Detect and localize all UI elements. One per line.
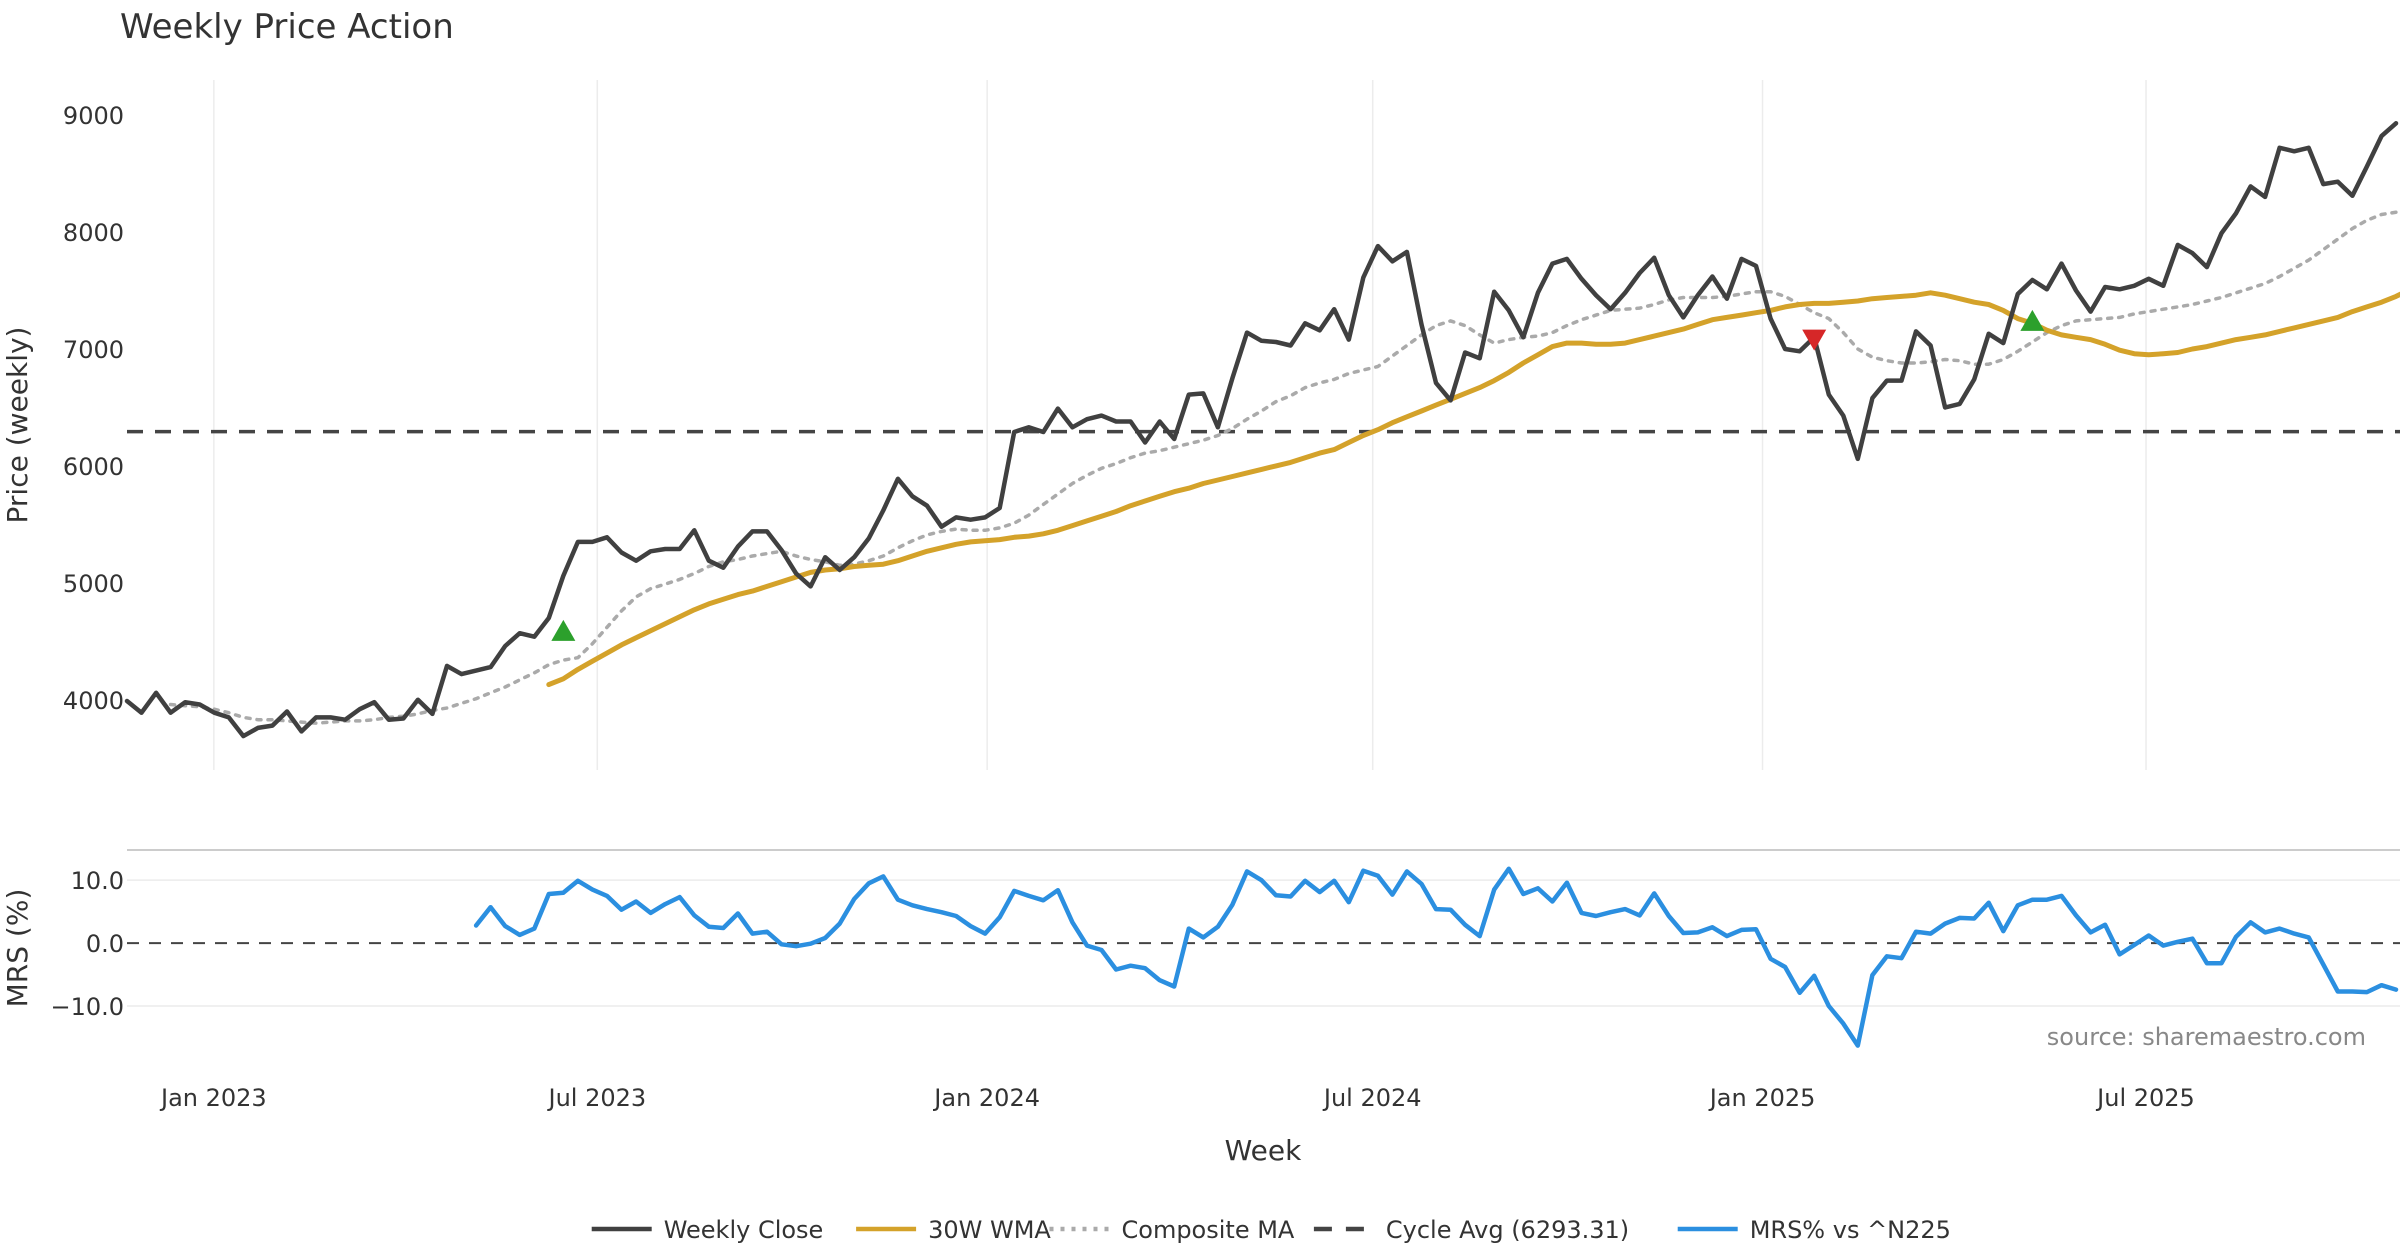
legend-item-cycle-avg-6293-31: Cycle Avg (6293.31)	[1313, 1216, 1629, 1244]
buy-signal-marker	[551, 619, 576, 641]
x-axis-label: Week	[1225, 1134, 1302, 1167]
chart-title: Weekly Price Action	[120, 7, 454, 47]
mrs-y-tick-label: 0.0	[86, 930, 124, 958]
sell-signal-marker	[1802, 329, 1827, 351]
legend-item-weekly-close: Weekly Close	[591, 1216, 824, 1244]
price-series	[124, 121, 2400, 739]
price-y-tick-label: 6000	[63, 453, 124, 481]
x-tick-label-jul-2024: Jul 2024	[1322, 1084, 1422, 1112]
price-grid	[213, 80, 2147, 770]
legend-label: Weekly Close	[664, 1216, 824, 1244]
legend-label: 30W WMA	[928, 1216, 1051, 1244]
series-mrs-vs-n225	[473, 866, 2399, 1048]
mrs-y-tick-label: 10.0	[71, 867, 124, 895]
price-y-tick-label: 5000	[63, 570, 124, 598]
buy-signal-marker	[2020, 309, 2045, 331]
mrs-series	[127, 866, 2400, 1048]
x-tick-label-jul-2025: Jul 2025	[2095, 1084, 2195, 1112]
price-y-tick-label: 4000	[63, 687, 124, 715]
source-note: source: sharemaestro.com	[2047, 1023, 2366, 1051]
x-tick-label-jan-2024: Jan 2024	[932, 1084, 1040, 1112]
mrs-y-ticks: 10.0 0.0 −10.0	[50, 867, 124, 1021]
series-30w-wma	[546, 290, 2400, 688]
legend-label: MRS% vs ^N225	[1750, 1216, 1951, 1244]
mrs-y-axis-label: MRS (%)	[1, 889, 34, 1008]
x-tick-label-jul-2023: Jul 2023	[546, 1084, 646, 1112]
x-ticks: Jan 2023 Jul 2023 Jan 2024 Jul 2024 Jan 2025…	[159, 1084, 2195, 1112]
series-composite-ma	[168, 210, 2400, 725]
legend-item-30w-wma: 30W WMA	[856, 1216, 1051, 1244]
price-y-ticks: 4000 5000 6000 7000 8000 9000	[63, 102, 124, 715]
series-weekly-close	[124, 121, 2399, 739]
signal-markers	[551, 309, 2045, 641]
legend-label: Composite MA	[1122, 1216, 1295, 1244]
price-y-axis-label: Price (weekly)	[1, 327, 34, 524]
mrs-y-tick-label: −10.0	[50, 993, 124, 1021]
price-y-tick-label: 8000	[63, 219, 124, 247]
price-y-tick-label: 7000	[63, 336, 124, 364]
legend: Weekly Close 30W WMA Composite MA Cycle Avg…	[591, 1216, 1951, 1244]
legend-label: Cycle Avg (6293.31)	[1386, 1216, 1629, 1244]
price-y-tick-label: 9000	[63, 102, 124, 130]
x-tick-label-jan-2023: Jan 2023	[159, 1084, 267, 1112]
x-tick-label-jan-2025: Jan 2025	[1708, 1084, 1816, 1112]
legend-item-composite-ma: Composite MA	[1049, 1216, 1295, 1244]
legend-item-mrs-vs-n225: MRS% vs ^N225	[1677, 1216, 1951, 1244]
